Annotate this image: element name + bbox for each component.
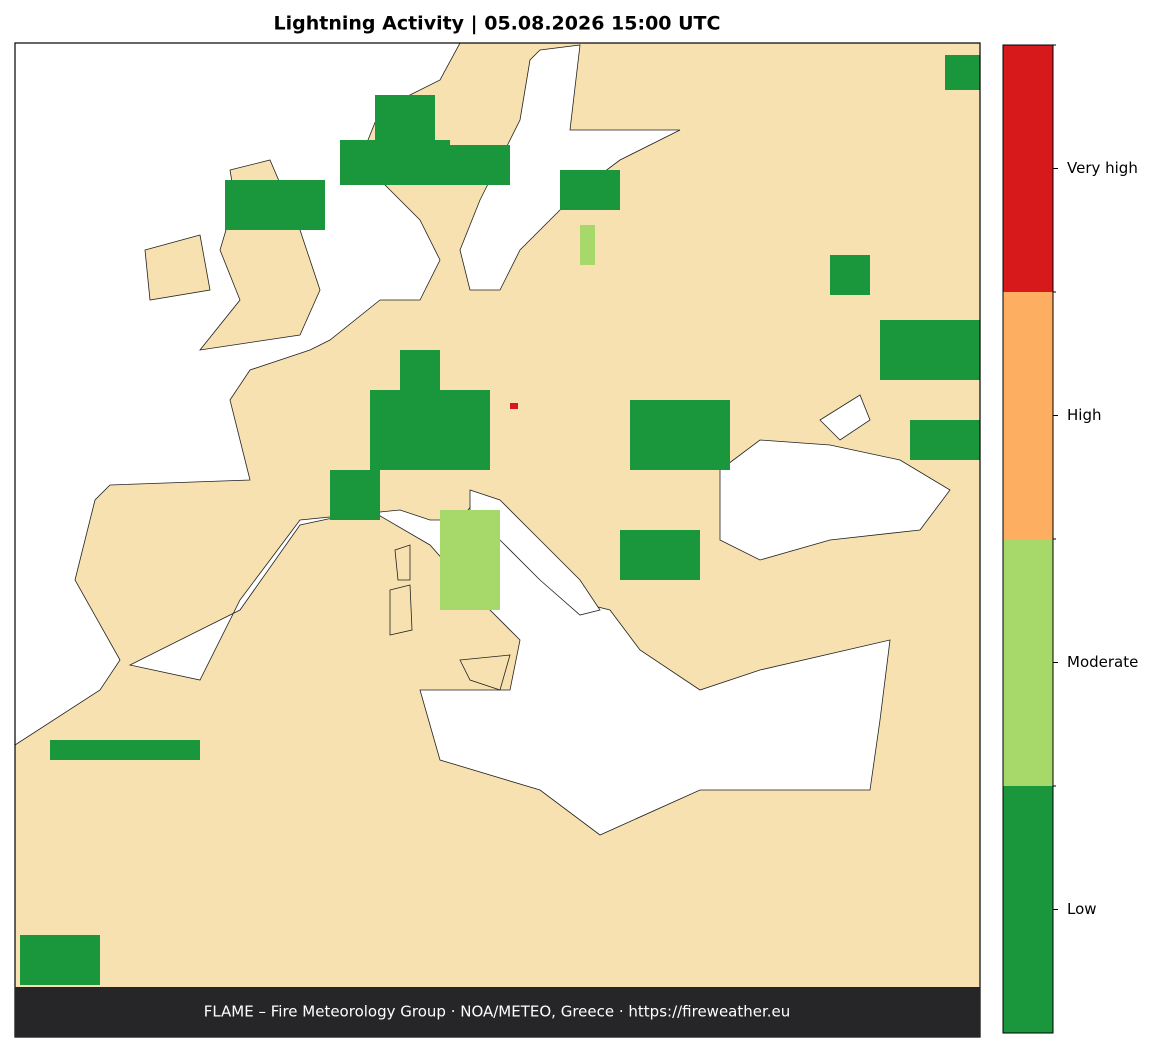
legend-swatch [1003,292,1053,539]
legend-swatch [1003,539,1053,786]
legend-label: Very high [1067,159,1138,177]
legend-swatch [1003,45,1053,292]
footer: FLAME – Fire Meteorology Group · NOA/MET… [204,1003,791,1021]
colorbar-frame [1002,44,1054,1034]
legend-swatch [1003,786,1053,1033]
title: Lightning Activity | 05.08.2026 15:00 UT… [274,13,721,35]
legend-label: Low [1067,900,1097,918]
legend-label: High [1067,406,1101,424]
legend-label: Moderate [1067,653,1138,671]
lightning [20,55,980,985]
footer-bar [15,987,980,1037]
map: FLAME – Fire Meteorology Group · NOA/MET… [14,42,981,1038]
colorbar: Low Moderate High Very high [1002,44,1138,1034]
